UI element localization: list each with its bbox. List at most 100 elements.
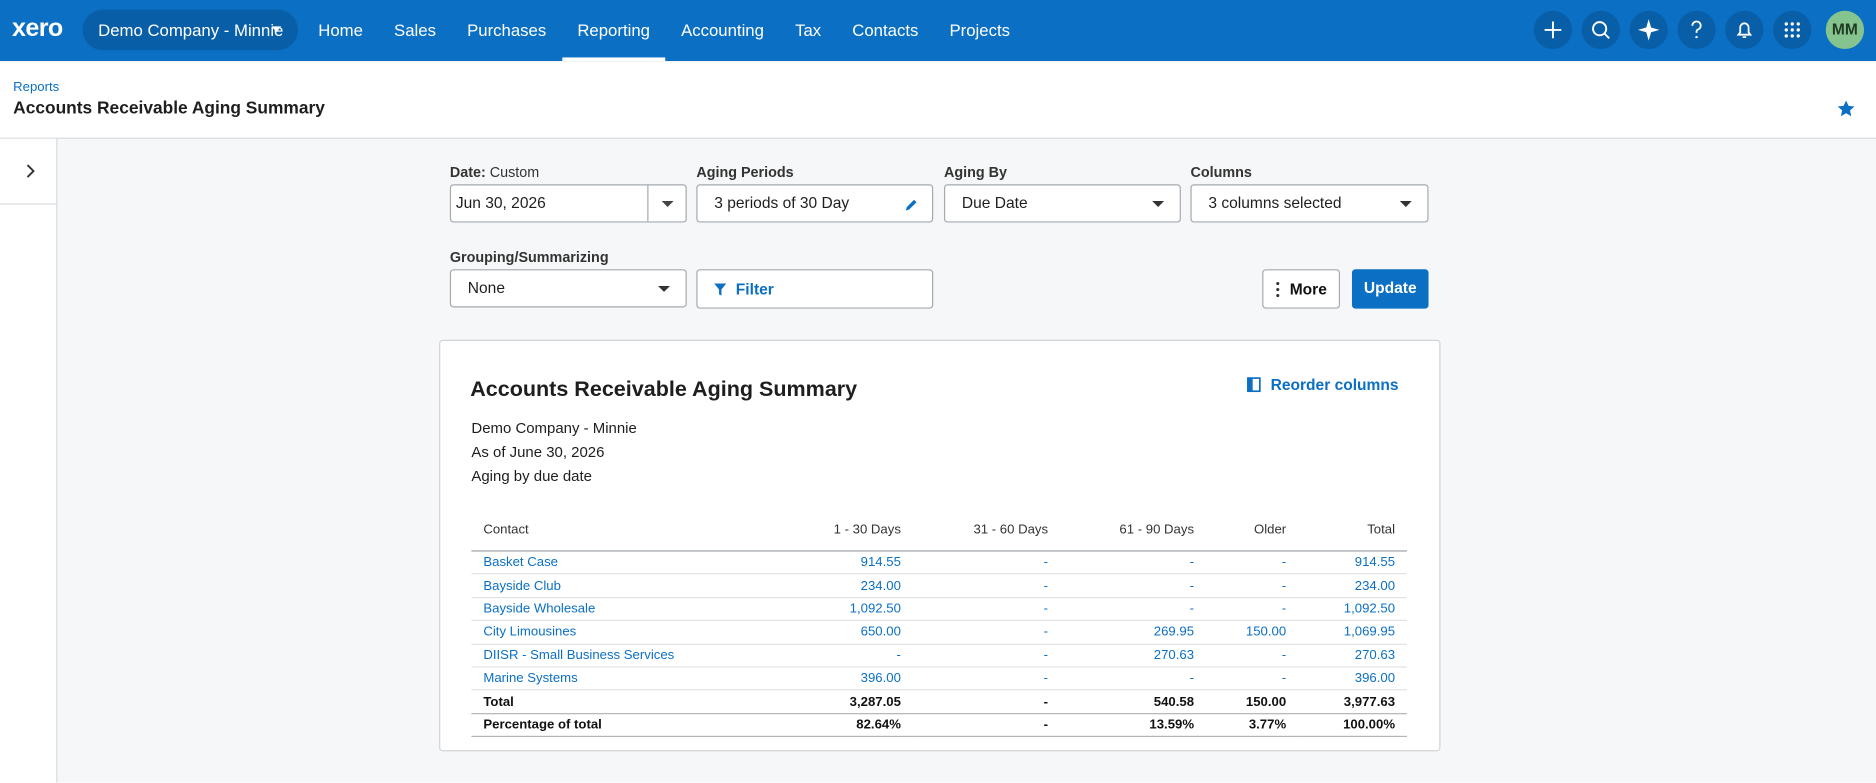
update-button[interactable]: Update (1351, 269, 1429, 309)
nav-item[interactable]: Projects (949, 20, 1010, 40)
nav-menu: Home Sales Purchases Reporting Accounting Tax… (303, 0, 1026, 62)
nav-item[interactable]: Tax (795, 20, 822, 40)
aging-by-select[interactable]: Due Date (943, 184, 1181, 223)
contact-cell[interactable]: Marine Systems (471, 666, 795, 691)
contact-cell[interactable]: DIISR - Small Business Services (471, 643, 795, 668)
contact-cell[interactable]: Bayside Club (471, 574, 795, 598)
breadcrumb[interactable]: Reports (13, 80, 60, 95)
nav-item[interactable]: Home (318, 20, 363, 40)
amount-cell[interactable]: 650.00 (794, 620, 913, 645)
contact-cell[interactable]: Basket Case (471, 550, 795, 575)
more-text: More (1289, 279, 1327, 298)
amount-cell[interactable]: - (1060, 597, 1207, 622)
date-label: Date: Custom (450, 164, 539, 181)
aging-table: Contact 1 - 30 Days 31 - 60 Days 61 - 90 Da… (471, 508, 1408, 738)
reorder-columns[interactable]: Reorder columns (1247, 376, 1399, 394)
columns-value: 3 columns selected (1208, 193, 1342, 212)
grouping-select[interactable]: None (449, 269, 687, 308)
columns-select[interactable]: 3 columns selected (1190, 184, 1429, 223)
amount-cell[interactable]: - (912, 550, 1061, 575)
filter-button[interactable]: Filter (696, 269, 934, 309)
apps-icon[interactable] (1773, 10, 1812, 50)
amount-cell[interactable]: - (912, 666, 1061, 691)
amount-cell[interactable]: - (1206, 574, 1299, 598)
amount-cell[interactable]: - (912, 574, 1061, 598)
caret (1152, 201, 1165, 207)
amount-cell[interactable]: - (1206, 643, 1299, 668)
amount-cell[interactable]: 1,092.50 (1298, 597, 1408, 622)
amount-cell[interactable]: 914.55 (794, 550, 913, 575)
logo[interactable]: xero (11, 14, 63, 42)
nav-item[interactable]: Contacts (852, 20, 919, 40)
top-bar: xero Demo Company - Minnie Home Sales Purc… (0, 0, 1876, 62)
nav-item[interactable]: Purchases (467, 20, 547, 40)
amount-cell: 3.77% (1206, 713, 1299, 738)
table-row: Bayside Wholesale 1,092.50- - -1,092.50 (471, 597, 1408, 622)
table-row: DIISR - Small Business Services - -270.63-… (471, 643, 1408, 668)
amount-cell[interactable]: - (1206, 666, 1299, 691)
amount-cell[interactable]: 396.00 (1298, 666, 1408, 691)
amount-cell[interactable]: - (912, 597, 1061, 622)
amount-cell[interactable]: 269.95 (1060, 620, 1207, 645)
contact-cell: Percentage of total (471, 713, 795, 738)
search-icon[interactable] (1581, 10, 1620, 50)
table-row: Marine Systems 396.00- - -396.00 (471, 666, 1408, 691)
amount-cell[interactable]: 1,092.50 (794, 597, 913, 622)
avatar[interactable]: MM (1825, 10, 1865, 50)
contact-cell[interactable]: City Limousines (471, 620, 795, 645)
amount-cell: 82.64% (794, 713, 913, 738)
date-value: Jun 30, 2026 (455, 193, 546, 212)
amount-cell[interactable]: 270.63 (1298, 643, 1408, 668)
ai-icon[interactable] (1629, 10, 1668, 50)
amount-cell: - (912, 713, 1061, 738)
amount-cell[interactable]: 396.00 (794, 666, 913, 691)
column-header: Total (1298, 508, 1408, 552)
date-input[interactable]: Jun 30, 2026 (449, 184, 687, 223)
amount-cell[interactable]: - (1060, 666, 1207, 691)
aging-periods-input[interactable]: 3 periods of 30 Day (696, 184, 934, 223)
table-row: Percentage of total 82.64% -13.59% 3.77% 100… (471, 713, 1408, 738)
amount-cell[interactable]: - (912, 643, 1061, 668)
amount-cell[interactable]: 1,069.95 (1298, 620, 1408, 645)
aging-note: Aging by due date (471, 467, 592, 485)
amount-cell[interactable]: 234.00 (1298, 574, 1408, 598)
nav-item[interactable]: Sales (394, 20, 436, 40)
amount-cell[interactable]: - (912, 620, 1061, 645)
table-row: Basket Case 914.55- - -914.55 (471, 550, 1408, 575)
notifications-icon[interactable] (1725, 10, 1764, 50)
column-header: Contact (471, 508, 795, 552)
date-dropdown[interactable] (647, 185, 686, 222)
contact-cell[interactable]: Bayside Wholesale (471, 597, 795, 622)
add-icon[interactable] (1533, 10, 1573, 50)
report-card: Accounts Receivable Aging Summary Reorde… (439, 339, 1441, 752)
caret (1399, 201, 1412, 207)
favorite-star[interactable] (1837, 99, 1856, 118)
table-row: Total 3,287.05-540.58 150.00 3,977.63 (471, 690, 1408, 714)
org-switcher[interactable]: Demo Company - Minnie (82, 9, 298, 51)
amount-cell[interactable]: 150.00 (1206, 620, 1299, 645)
reorder-text: Reorder columns (1270, 375, 1399, 394)
nav-item[interactable]: Accounting (681, 20, 764, 40)
nav-item[interactable]: Reporting (561, 0, 666, 62)
amount-cell[interactable]: 270.63 (1060, 643, 1207, 668)
filter-icon (714, 283, 727, 296)
column-header: 31 - 60 Days (912, 508, 1061, 552)
expand-sidebar[interactable] (24, 163, 38, 180)
caret (658, 285, 671, 292)
org-name: Demo Company - Minnie (98, 20, 284, 40)
amount-cell[interactable]: 234.00 (794, 574, 913, 598)
amount-cell[interactable]: - (794, 643, 913, 668)
as-of-date: As of June 30, 2026 (471, 443, 605, 461)
amount-cell[interactable]: - (1060, 574, 1207, 598)
more-button[interactable]: More (1262, 269, 1341, 309)
contact-cell: Total (471, 690, 795, 714)
column-header: Older (1206, 508, 1299, 552)
amount-cell[interactable]: 914.55 (1298, 550, 1408, 575)
caret (271, 26, 282, 33)
amount-cell[interactable]: - (1206, 550, 1299, 575)
amount-cell[interactable]: - (1206, 597, 1299, 622)
amount-cell[interactable]: - (1060, 550, 1207, 575)
help-icon[interactable] (1677, 10, 1716, 50)
